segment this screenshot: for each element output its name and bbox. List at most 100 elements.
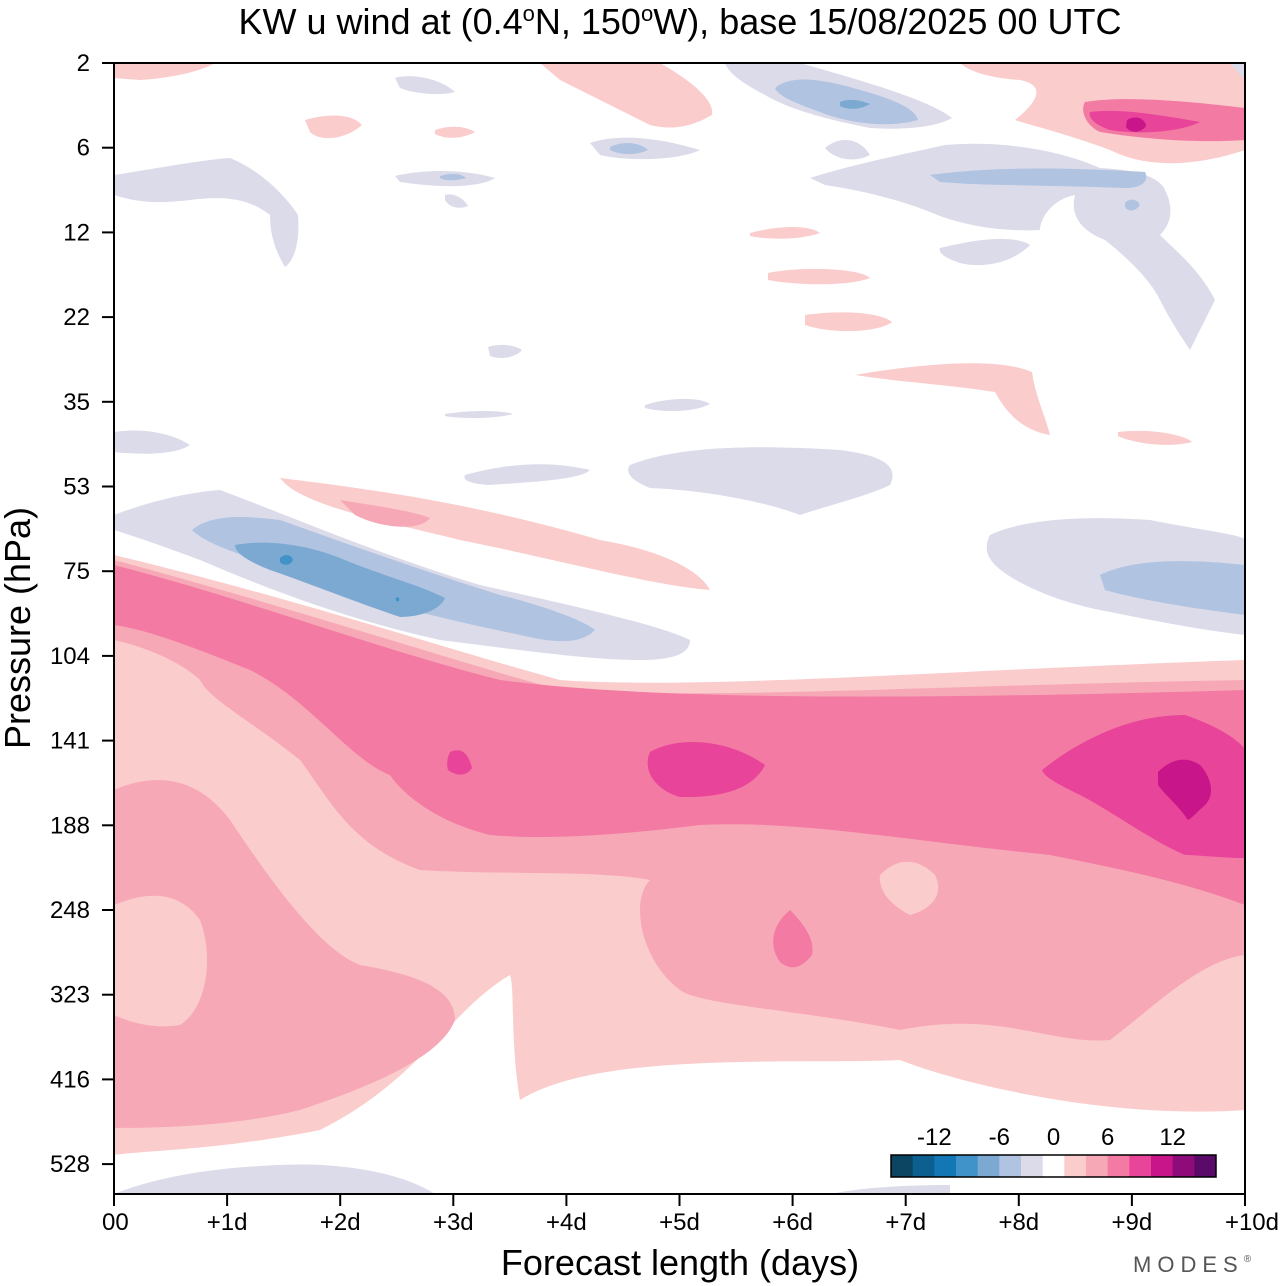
contour-band [280,555,293,565]
y-tick-label: 141 [50,728,90,755]
contour-band [610,143,648,155]
contour-band [930,168,1147,188]
contour-band [939,238,1030,266]
colorbar-swatch [1021,1155,1044,1177]
contour-band [773,910,813,968]
x-axis-label: Forecast length (days) [501,1242,859,1283]
colorbar-swatch [891,1155,914,1177]
contour-band [810,143,1215,350]
chart-title: KW u wind at (0.4oN, 150oW), base 15/08/… [239,1,1122,42]
x-tick-label: +5d [659,1209,700,1236]
x-tick-label: +8d [998,1209,1039,1236]
x-tick-label: +1d [207,1209,248,1236]
contour-band [645,398,710,412]
contour-band [855,363,1050,435]
contour-band [114,780,455,1128]
contour-band [805,312,892,332]
colorbar-swatch [934,1155,957,1177]
contour-band [395,597,400,602]
contour-band [1230,63,1245,80]
colorbar-swatch [999,1155,1022,1177]
contour-band [628,447,893,515]
contour-band [830,1185,950,1194]
contour-band [447,750,472,775]
contour-band [280,478,710,590]
contour-band [440,173,466,181]
x-tick-label: +6d [772,1209,813,1236]
colorbar-swatch [956,1155,979,1177]
x-tick-label: +2d [320,1209,361,1236]
x-tick-label: +7d [885,1209,926,1236]
y-tick-label: 12 [63,219,90,246]
contour-band [825,139,870,160]
contour-band [488,344,522,358]
y-tick-label: 248 [50,897,90,924]
contour-band [435,126,475,138]
colorbar-swatch [912,1155,935,1177]
contour-band [340,500,430,527]
colorbar-label: 12 [1159,1124,1186,1151]
y-tick-label: 53 [63,474,90,501]
contour-band [114,895,208,1027]
contour-band [1125,199,1140,211]
y-tick-label: 188 [50,812,90,839]
x-axis: 00 +1d +2d +3d +4d +5d +6d +7d +8d +9d +10d [102,1194,1279,1236]
y-tick-label: 6 [77,135,90,162]
contour-band [540,63,713,128]
contour-band [114,565,1245,905]
contour-band [114,430,190,454]
colorbar-label: 0 [1047,1124,1060,1151]
contour-band [879,861,939,915]
contour-band [114,63,215,80]
colorbar-frame [890,1154,1217,1178]
colorbar-label: -12 [917,1124,952,1151]
contour-band [1158,759,1212,820]
colorbar-swatch [1086,1155,1109,1177]
contour-field [114,63,1245,1194]
y-tick-label: 528 [50,1151,90,1178]
x-tick-label: +9d [1112,1209,1153,1236]
colorbar-swatch [1194,1155,1217,1177]
colorbar-swatch [1064,1155,1087,1177]
contour-band [305,115,362,139]
y-tick-label: 323 [50,982,90,1009]
y-tick-label: 75 [63,558,90,585]
x-tick-label: +4d [546,1209,587,1236]
colorbar-swatch [1042,1155,1065,1177]
x-tick-label: +10d [1225,1209,1279,1236]
colorbar-swatch [1107,1155,1130,1177]
contour-band [464,464,590,485]
contour-band [1118,430,1192,445]
brand-logo: MODES® [1133,1252,1257,1277]
contour-band [395,76,455,95]
colorbar-swatch [1172,1155,1195,1177]
y-tick-label: 35 [63,389,90,416]
x-tick-label: 00 [102,1209,129,1236]
contour-band [445,194,468,208]
colorbar-swatch [1129,1155,1152,1177]
contour-band [1042,715,1245,858]
contour-band [840,99,870,109]
contour-band [114,158,299,267]
colorbar-label: -6 [989,1124,1010,1151]
colorbar-swatch [977,1155,1000,1177]
contour-band [1100,561,1245,615]
colorbar-swatch [1151,1155,1174,1177]
y-tick-label: 2 [77,50,90,77]
colorbar-label: 6 [1101,1124,1114,1151]
y-axis-label: Pressure (hPa) [0,507,38,749]
contour-band [768,268,870,285]
contour-band [1126,117,1146,132]
contour-band [647,742,765,798]
y-tick-label: 22 [63,304,90,331]
contour-band [1089,110,1200,133]
colorbar: -12 -6 0 6 12 [890,1124,1217,1178]
contour-band [750,227,820,239]
x-tick-label: +3d [433,1209,474,1236]
contour-band [445,411,513,419]
y-tick-label: 104 [50,643,90,670]
y-axis: 2 6 12 22 35 53 75 104 141 188 248 323 416 528 [50,50,114,1178]
contour-band [114,1164,435,1194]
y-tick-label: 416 [50,1066,90,1093]
